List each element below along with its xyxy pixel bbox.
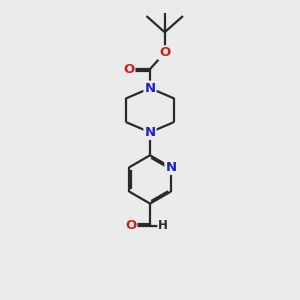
Text: O: O [123, 62, 134, 76]
Text: N: N [165, 161, 176, 174]
Text: O: O [159, 46, 170, 59]
Text: N: N [144, 126, 156, 139]
Text: O: O [125, 219, 136, 232]
Text: H: H [158, 219, 168, 232]
Text: N: N [144, 82, 156, 95]
